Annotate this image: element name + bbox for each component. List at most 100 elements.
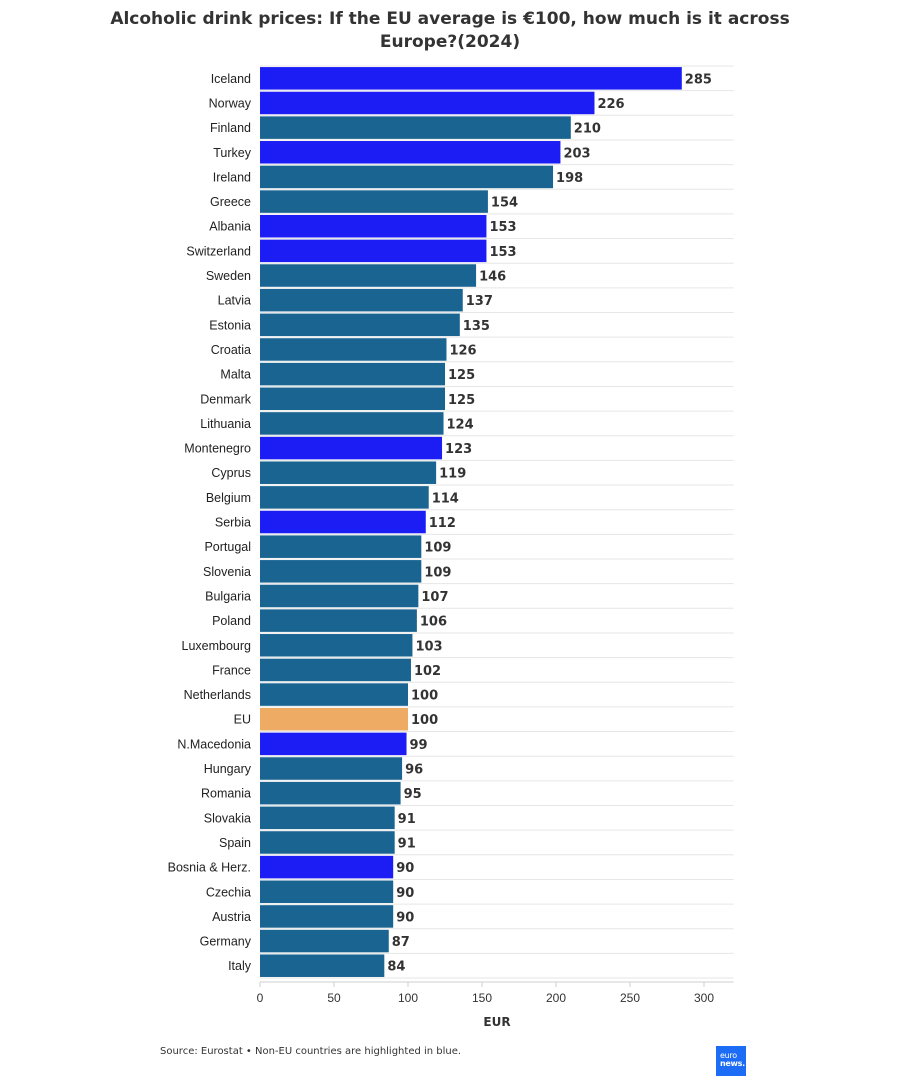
data-label: 135	[463, 319, 490, 334]
x-axis-title: EUR	[483, 1015, 510, 1029]
data-label: 285	[685, 72, 712, 87]
bar	[260, 658, 411, 682]
category-label: Albania	[209, 220, 251, 234]
data-label: 109	[424, 565, 451, 580]
category-label: Serbia	[215, 516, 251, 530]
bar	[260, 831, 395, 854]
data-label: 87	[392, 935, 410, 950]
data-label: 99	[410, 738, 428, 753]
category-label: Cyprus	[211, 466, 251, 480]
category-label: N.Macedonia	[177, 737, 251, 751]
bar	[260, 67, 682, 90]
data-label: 153	[489, 220, 516, 235]
data-label: 100	[411, 713, 438, 728]
data-label: 210	[574, 122, 601, 137]
bar	[260, 436, 443, 460]
data-label: 90	[396, 886, 414, 901]
data-label: 95	[404, 787, 422, 802]
category-label: Finland	[210, 121, 251, 135]
source-note: Source: Eurostat • Non-EU countries are …	[160, 1046, 462, 1057]
data-label: 198	[556, 171, 583, 186]
bar	[260, 634, 413, 657]
bar	[260, 560, 422, 583]
bar	[260, 683, 408, 706]
bar	[260, 412, 444, 435]
value-labels: 285 226 210 203 198 154 153 153 146 137 135 126 125 1…	[387, 72, 712, 974]
data-label: 123	[445, 442, 472, 457]
x-tick-label: 250	[620, 991, 640, 1005]
data-label: 146	[479, 270, 506, 285]
bar	[260, 461, 437, 484]
bar	[260, 732, 407, 756]
category-label: Iceland	[211, 72, 251, 86]
x-tick-label: 0	[257, 991, 264, 1005]
bar	[260, 165, 554, 189]
bar	[260, 214, 487, 238]
category-label: Turkey	[213, 146, 251, 160]
bar	[260, 954, 385, 977]
category-label: Austria	[212, 910, 251, 924]
bar-chart: Iceland Norway Finland Turkey Ireland Greece A…	[168, 65, 734, 1029]
data-label: 103	[415, 639, 442, 654]
data-label: 125	[448, 393, 475, 408]
bar	[260, 264, 477, 287]
bar	[260, 288, 463, 312]
bar	[260, 609, 417, 632]
data-label: 102	[414, 664, 441, 679]
category-label: Denmark	[200, 392, 251, 406]
category-label: Lithuania	[200, 417, 251, 431]
data-label: 153	[489, 245, 516, 260]
category-label: Croatia	[211, 343, 251, 357]
category-label: Belgium	[206, 491, 251, 505]
x-tick-label: 200	[546, 991, 566, 1005]
category-label: Greece	[210, 195, 251, 209]
x-axis: 0 50 100 150 200 250 300	[257, 981, 734, 1005]
data-label: 125	[448, 368, 475, 383]
category-label: Germany	[200, 935, 252, 949]
data-label: 203	[563, 146, 590, 161]
bar	[260, 387, 445, 411]
x-tick-label: 100	[398, 991, 418, 1005]
data-label: 119	[439, 467, 466, 482]
data-label: 112	[429, 516, 456, 531]
category-label: EU	[234, 713, 251, 727]
category-label: Bulgaria	[205, 589, 251, 603]
category-label: Czechia	[206, 885, 251, 899]
category-labels: Iceland Norway Finland Turkey Ireland Greece A…	[168, 72, 252, 973]
x-tick-label: 300	[694, 991, 714, 1005]
category-label: Portugal	[204, 540, 251, 554]
data-label: 109	[424, 541, 451, 556]
bar	[260, 141, 561, 164]
data-label: 107	[421, 590, 448, 605]
bar	[260, 855, 394, 879]
bar	[260, 707, 408, 731]
euronews-logo: euro news.	[716, 1046, 746, 1076]
x-tick-label: 50	[327, 991, 341, 1005]
bar	[260, 91, 595, 115]
data-label: 126	[449, 343, 476, 358]
data-label: 90	[396, 910, 414, 925]
data-label: 96	[405, 763, 423, 778]
category-label: Netherlands	[184, 688, 251, 702]
bar	[260, 584, 419, 608]
category-label: Italy	[228, 959, 252, 973]
category-label: Slovenia	[203, 565, 251, 579]
category-label: Latvia	[218, 294, 251, 308]
bars	[260, 67, 682, 977]
category-label: Montenegro	[184, 442, 251, 456]
bar	[260, 535, 422, 558]
category-label: Hungary	[204, 762, 252, 776]
category-label: Spain	[219, 836, 251, 850]
data-label: 84	[387, 960, 405, 975]
data-label: 90	[396, 861, 414, 876]
logo-text-line2: news.	[720, 1059, 745, 1068]
bar	[260, 362, 445, 386]
data-label: 137	[466, 294, 493, 309]
category-label: France	[212, 663, 251, 677]
data-label: 154	[491, 196, 518, 211]
bar	[260, 510, 426, 534]
category-label: Luxembourg	[182, 639, 252, 653]
category-label: Norway	[209, 96, 252, 110]
bar	[260, 190, 488, 213]
category-label: Poland	[212, 614, 251, 628]
